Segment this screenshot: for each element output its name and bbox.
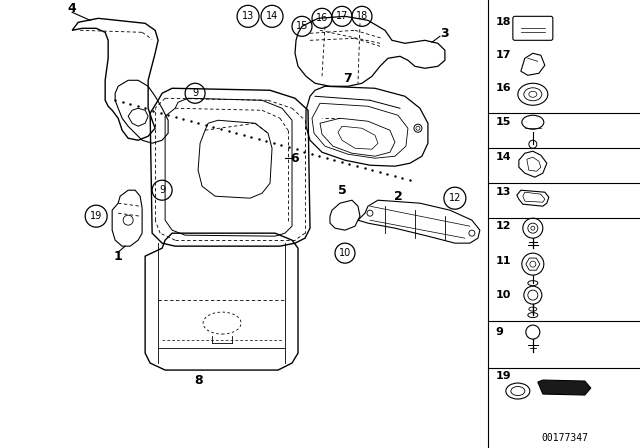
Text: 16: 16 bbox=[496, 83, 511, 93]
Text: 5: 5 bbox=[338, 184, 346, 197]
Text: 9: 9 bbox=[496, 327, 504, 337]
Text: 10: 10 bbox=[496, 290, 511, 300]
Text: 19: 19 bbox=[90, 211, 102, 221]
Text: 15: 15 bbox=[296, 22, 308, 31]
Text: 2: 2 bbox=[394, 190, 403, 202]
Text: 00177347: 00177347 bbox=[541, 433, 588, 443]
Text: 12: 12 bbox=[496, 221, 511, 231]
Text: 8: 8 bbox=[194, 374, 202, 387]
Text: 18: 18 bbox=[356, 11, 368, 22]
Text: 7: 7 bbox=[344, 72, 353, 85]
Text: 13: 13 bbox=[496, 187, 511, 197]
Text: 1: 1 bbox=[114, 250, 122, 263]
Text: 19: 19 bbox=[496, 371, 511, 381]
Text: 17: 17 bbox=[496, 50, 511, 60]
Text: 18: 18 bbox=[496, 17, 511, 27]
Text: 15: 15 bbox=[496, 117, 511, 127]
Text: 3: 3 bbox=[440, 27, 449, 40]
Text: 14: 14 bbox=[266, 11, 278, 22]
Text: 14: 14 bbox=[496, 152, 511, 162]
Text: 17: 17 bbox=[336, 11, 348, 22]
Text: 9: 9 bbox=[192, 88, 198, 98]
Text: 12: 12 bbox=[449, 193, 461, 203]
Text: 4: 4 bbox=[68, 2, 77, 15]
Text: 13: 13 bbox=[242, 11, 254, 22]
Text: 6: 6 bbox=[291, 152, 300, 165]
Text: 11: 11 bbox=[496, 256, 511, 266]
Text: 10: 10 bbox=[339, 248, 351, 258]
Text: 9: 9 bbox=[159, 185, 165, 195]
Text: 16: 16 bbox=[316, 13, 328, 23]
Polygon shape bbox=[538, 380, 591, 395]
